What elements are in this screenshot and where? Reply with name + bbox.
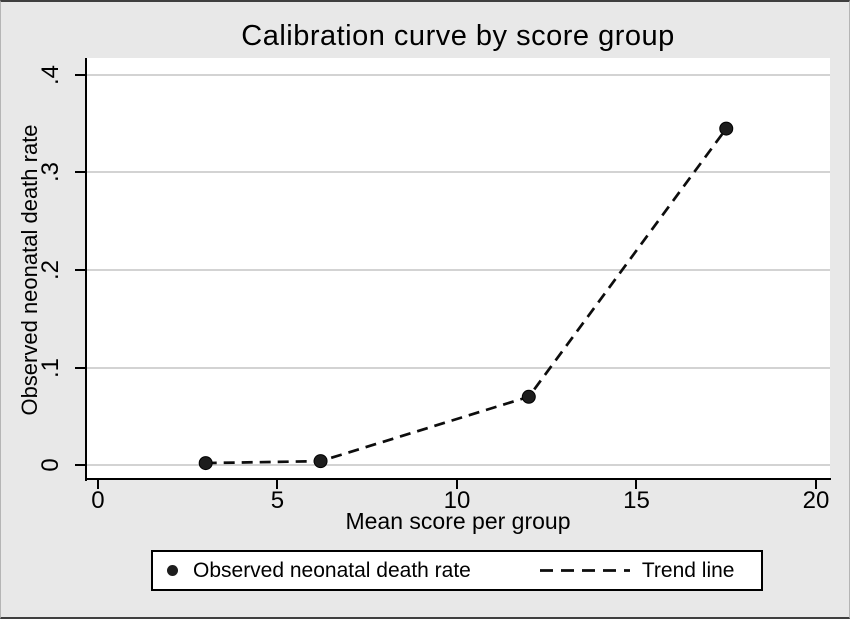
legend-item-trend: Trend line xyxy=(539,558,735,582)
x-tick-mark xyxy=(814,480,817,489)
y-tick-label: .2 xyxy=(37,259,64,280)
legend-item-observed: Observed neonatal death rate xyxy=(167,558,471,582)
x-tick-mark xyxy=(455,480,458,489)
y-tick-label: .3 xyxy=(37,162,64,183)
gridline xyxy=(86,268,830,271)
chart-title: Calibration curve by score group xyxy=(241,20,675,52)
y-tick-mark xyxy=(75,464,85,467)
gridline xyxy=(86,171,830,174)
y-axis-title: Observed neonatal death rate xyxy=(17,124,42,416)
data-layer xyxy=(198,121,734,471)
data-point-marker xyxy=(313,454,328,469)
x-tick-label: 15 xyxy=(623,487,650,514)
y-tick-mark xyxy=(75,366,85,369)
gridline xyxy=(86,464,830,467)
y-tick-label: .4 xyxy=(37,64,64,85)
legend-label-observed: Observed neonatal death rate xyxy=(193,558,471,582)
data-point-marker xyxy=(521,389,536,404)
filled-circle-marker-icon xyxy=(167,565,178,576)
plot-area xyxy=(86,58,830,478)
legend-label-trend: Trend line xyxy=(641,558,735,582)
gridline xyxy=(86,366,830,369)
x-axis-title: Mean score per group xyxy=(345,508,571,534)
x-axis-line xyxy=(85,478,831,480)
legend: Observed neonatal death rate Trend line xyxy=(151,550,763,591)
y-tick-mark xyxy=(75,268,85,271)
y-tick-mark xyxy=(75,171,85,174)
x-tick-label: 10 xyxy=(443,487,471,514)
data-point-marker xyxy=(719,121,734,136)
gridline xyxy=(86,73,830,76)
x-tick-label: 20 xyxy=(802,487,830,514)
x-tick-mark xyxy=(96,480,99,489)
x-tick-mark xyxy=(276,480,279,489)
x-tick-mark xyxy=(635,480,638,489)
y-tick-label: .1 xyxy=(37,357,64,378)
x-tick-label: 0 xyxy=(91,487,105,514)
y-tick-label: 0 xyxy=(37,458,64,472)
y-axis-line xyxy=(85,58,87,481)
x-tick-label: 5 xyxy=(270,487,285,514)
dashed-line-icon xyxy=(539,569,630,572)
trend-line xyxy=(205,127,728,465)
data-point-marker xyxy=(198,456,213,471)
y-tick-mark xyxy=(75,73,85,76)
